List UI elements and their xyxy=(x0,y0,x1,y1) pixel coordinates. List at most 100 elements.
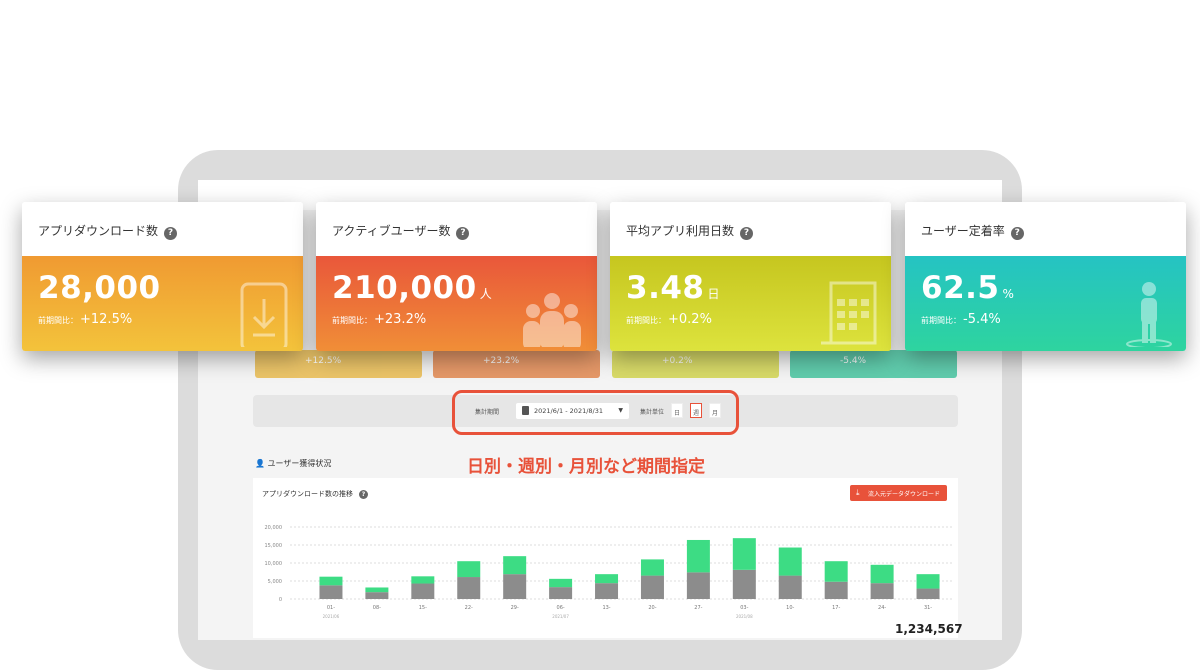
bar-segment xyxy=(732,569,756,599)
bar-chart: 0 5,000 10,000 15,000 20,000 01- 2021/06 08- 15-… xyxy=(265,525,953,619)
chart-card xyxy=(253,478,958,638)
bar-segment xyxy=(686,539,710,573)
help-icon[interactable]: ? xyxy=(740,227,754,240)
kpi-card: アプリダウンロード数? 28,000 前期間比： +12.5% xyxy=(22,202,303,351)
unit-week-button[interactable]: 週 xyxy=(690,403,702,418)
unit-label: 集計単位 xyxy=(640,409,665,416)
kpi-compare: 前期間比： -5.4% xyxy=(921,312,1186,327)
users-icon xyxy=(519,291,585,351)
phone-download-icon xyxy=(239,281,291,351)
bar-segment xyxy=(365,587,389,593)
help-icon[interactable]: ? xyxy=(359,490,368,499)
ghost-card-downloads: +12.5% xyxy=(255,350,422,378)
x-tick-label: 27- xyxy=(694,605,702,611)
x-tick-label: 01- xyxy=(327,605,335,611)
bar-segment xyxy=(870,564,894,584)
bar-segment xyxy=(457,577,481,599)
unit-month-button[interactable]: 月 xyxy=(709,403,721,418)
kpi-unit: 人 xyxy=(479,287,493,301)
x-tick-label: 06- xyxy=(557,605,565,611)
kpi-compare-label: 前期間比： xyxy=(38,316,78,325)
bar-segment xyxy=(778,575,802,599)
download-button-label: 流入元データダウンロード xyxy=(868,491,941,498)
bar-segment xyxy=(503,574,527,599)
kpi-compare-label: 前期間比： xyxy=(921,316,961,325)
kpi-unit: % xyxy=(1002,287,1015,301)
bar-segment xyxy=(732,538,756,570)
kpi-compare: 前期間比： +12.5% xyxy=(38,312,303,327)
help-icon[interactable]: ? xyxy=(456,227,470,240)
calendar-icon xyxy=(522,406,529,415)
kpi-compare-value: +23.2% xyxy=(374,312,427,327)
caption: 日別・週別・月別など期間指定 xyxy=(467,457,705,477)
ghost-card-days: +0.2% xyxy=(612,350,779,378)
bar-segment xyxy=(411,576,435,584)
x-tick-label: 24- xyxy=(878,605,886,611)
ghost-card-retention: -5.4% xyxy=(790,350,957,378)
bar-segment xyxy=(549,578,573,588)
chevron-down-icon: ▼ xyxy=(618,407,623,414)
bar-segment xyxy=(319,576,343,586)
help-icon[interactable]: ? xyxy=(164,227,178,240)
kpi-compare-value: -5.4% xyxy=(963,312,1001,327)
bar-segment xyxy=(916,574,940,589)
kpi-card-body: 62.5% 前期間比： -5.4% xyxy=(905,256,1186,351)
x-tick-label: 17- xyxy=(832,605,840,611)
calendar-icon xyxy=(819,281,879,351)
person-icon xyxy=(1124,281,1174,351)
bar-segment xyxy=(365,592,389,599)
x-tick-label: 08- xyxy=(373,605,381,611)
month-label: 2021/08 xyxy=(736,614,753,619)
kpi-title: アプリダウンロード数 xyxy=(38,224,159,238)
kpi-compare-value: +0.2% xyxy=(668,312,712,327)
y-tick-label: 0 xyxy=(279,597,282,603)
y-tick-label: 10,000 xyxy=(265,561,283,567)
user-icon: 👤 xyxy=(255,459,265,468)
kpi-compare: 前期間比： +23.2% xyxy=(332,312,597,327)
section-title: 👤 ユーザー獲得状況 xyxy=(255,458,331,469)
bar-segment xyxy=(640,559,664,576)
kpi-number: 210,000 xyxy=(332,270,477,306)
y-tick-label: 20,000 xyxy=(265,525,283,531)
bar-segment xyxy=(549,587,573,599)
kpi-compare: 前期間比： +0.2% xyxy=(626,312,891,327)
kpi-number: 28,000 xyxy=(38,270,161,306)
kpi-unit: 日 xyxy=(707,287,721,301)
y-tick-label: 15,000 xyxy=(265,543,283,549)
kpi-card-header: アクティブユーザー数? xyxy=(316,202,597,256)
kpi-title: 平均アプリ利用日数 xyxy=(626,224,735,238)
kpi-title: ユーザー定着率 xyxy=(921,224,1005,238)
kpi-card-header: アプリダウンロード数? xyxy=(22,202,303,256)
chart-title: アプリダウンロード数の推移? xyxy=(262,489,368,499)
help-icon[interactable]: ? xyxy=(1010,227,1024,240)
month-label: 2021/07 xyxy=(552,614,569,619)
x-tick-label: 15- xyxy=(419,605,427,611)
x-tick-label: 20- xyxy=(648,605,656,611)
bar-segment xyxy=(595,583,619,599)
kpi-card-body: 28,000 前期間比： +12.5% xyxy=(22,256,303,351)
download-icon: ⤓ xyxy=(856,488,860,497)
ghost-card-active: +23.2% xyxy=(433,350,600,378)
kpi-value: 62.5% xyxy=(921,270,1186,306)
bar-segment xyxy=(686,572,710,599)
download-button[interactable]: ⤓ 流入元データダウンロード xyxy=(850,485,947,501)
bar-segment xyxy=(319,585,343,599)
x-tick-label: 03- xyxy=(740,605,748,611)
period-select[interactable]: 2021/6/1 - 2021/8/31 ▼ xyxy=(516,403,629,419)
kpi-card: アクティブユーザー数? 210,000 人 前期間比： +23.2% xyxy=(316,202,597,351)
x-tick-label: 10- xyxy=(786,605,794,611)
x-tick-label: 29- xyxy=(511,605,519,611)
kpi-card-body: 210,000 人 前期間比： +23.2% xyxy=(316,256,597,351)
kpi-card-header: 平均アプリ利用日数? xyxy=(610,202,891,256)
kpi-card-body: 3.48 日 前期間比： +0.2% xyxy=(610,256,891,351)
kpi-card: ユーザー定着率? 62.5% 前期間比： -5.4% xyxy=(905,202,1186,351)
bar-segment xyxy=(824,581,848,599)
bar-segment xyxy=(503,556,527,575)
bar-segment xyxy=(640,575,664,599)
x-tick-label: 22- xyxy=(465,605,473,611)
kpi-card: 平均アプリ利用日数? 3.48 日 前期間比： +0.2% xyxy=(610,202,891,351)
unit-day-button[interactable]: 日 xyxy=(671,403,683,418)
bar-segment xyxy=(870,583,894,599)
period-value: 2021/6/1 - 2021/8/31 xyxy=(534,407,603,415)
kpi-compare-label: 前期間比： xyxy=(332,316,372,325)
